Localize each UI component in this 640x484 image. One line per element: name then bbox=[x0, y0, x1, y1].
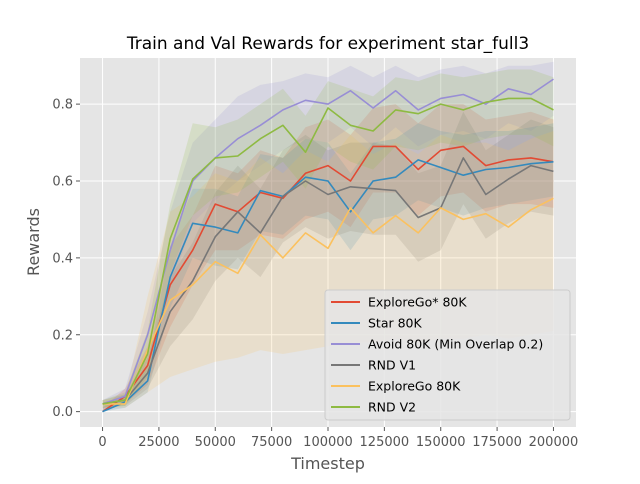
legend-label-rnd-v2: RND V2 bbox=[368, 400, 416, 415]
x-axis-label: Timestep bbox=[290, 454, 365, 473]
x-axis-ticks: 0 25000 50000 75000 100000 125000 150000 175000… bbox=[98, 427, 578, 450]
legend-label-explorego-80k: ExploreGo* 80K bbox=[368, 295, 467, 310]
chart-title: Train and Val Rewards for experiment sta… bbox=[126, 34, 529, 54]
band-star-80k bbox=[102, 123, 554, 412]
y-axis-ticks: 0.0 0.2 0.4 0.6 0.8 bbox=[52, 98, 80, 420]
series-line-star-80k bbox=[102, 159, 554, 413]
legend-label-avoid-80k-min-overlap-0-2: Avoid 80K (Min Overlap 0.2) bbox=[368, 337, 543, 352]
x-tick-label: 0 bbox=[98, 435, 106, 450]
y-tick-label: 0.8 bbox=[52, 98, 73, 113]
legend-label-rnd-v1: RND V1 bbox=[368, 358, 416, 373]
x-tick-label: 100000 bbox=[303, 435, 353, 450]
x-tick-label: 125000 bbox=[360, 435, 410, 450]
band-rnd-v2 bbox=[102, 69, 554, 408]
series-line-explorego-80k bbox=[102, 145, 554, 413]
y-tick-label: 0.2 bbox=[52, 328, 73, 343]
band-explorego-80k bbox=[102, 104, 554, 412]
series-line-explorego-80k bbox=[102, 197, 554, 405]
series-line-avoid-80k-min-overlap-0-2 bbox=[102, 78, 554, 405]
legend-label-explorego-80k: ExploreGo 80K bbox=[368, 379, 461, 394]
y-tick-label: 0.6 bbox=[52, 175, 73, 190]
series-line-rnd-v1 bbox=[102, 157, 554, 405]
x-tick-label: 75000 bbox=[251, 435, 292, 450]
series-line-rnd-v2 bbox=[102, 97, 554, 405]
legend: ExploreGo* 80K Star 80K Avoid 80K (Min Ove… bbox=[324, 289, 571, 421]
x-tick-label: 25000 bbox=[138, 435, 179, 450]
band-avoid-80k-min-overlap-0-2 bbox=[102, 61, 554, 408]
legend-box bbox=[324, 289, 571, 421]
x-tick-label: 50000 bbox=[195, 435, 236, 450]
x-tick-label: 200000 bbox=[529, 435, 579, 450]
band-rnd-v1 bbox=[102, 111, 554, 408]
y-tick-label: 0.4 bbox=[52, 251, 73, 266]
legend-label-star-80k: Star 80K bbox=[368, 316, 423, 331]
x-tick-label: 175000 bbox=[472, 435, 522, 450]
y-axis-label: Rewards bbox=[24, 208, 43, 276]
x-tick-label: 150000 bbox=[416, 435, 466, 450]
y-tick-label: 0.0 bbox=[52, 405, 73, 420]
series-lines bbox=[102, 78, 554, 413]
